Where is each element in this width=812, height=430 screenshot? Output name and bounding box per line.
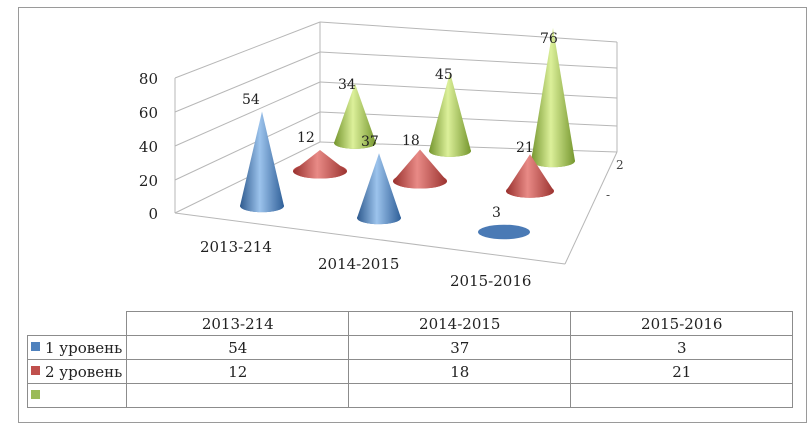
- legend-entry: 1 уровень: [26, 335, 128, 360]
- table-row: 1 уровень 54 37 3: [26, 335, 794, 360]
- table-cell: 18: [348, 359, 572, 384]
- legend-entry: 2 уровень: [26, 359, 128, 384]
- y-tick-label: 40: [138, 138, 158, 156]
- cone-mark: [334, 83, 376, 149]
- category-label: 2014-2015: [318, 255, 400, 273]
- table-cell: 12: [126, 359, 350, 384]
- y-tick-label: 80: [138, 70, 158, 88]
- cone-body: [240, 111, 284, 213]
- cone-body: [429, 72, 471, 157]
- depth-tick-label: -: [606, 188, 611, 202]
- y-tick-label: 20: [138, 172, 158, 190]
- table-row: [26, 383, 794, 408]
- table-cell: 54: [126, 335, 350, 360]
- y-tick-label: 0: [148, 205, 158, 223]
- cone-base: [478, 224, 530, 240]
- table-cell: [348, 383, 572, 408]
- cone-mark: [531, 28, 575, 168]
- table-header-cell: 2015-2016: [570, 311, 794, 336]
- cone-mark: [357, 153, 401, 225]
- category-label: 2015-2016: [450, 272, 532, 290]
- data-label: 34: [338, 77, 356, 93]
- data-label: 76: [540, 31, 558, 47]
- cone-body: [293, 150, 347, 179]
- table-header-row: 2013-214 2014-2015 2015-2016: [27, 311, 794, 336]
- cone-mark: [506, 154, 554, 198]
- cone-series: [240, 28, 575, 240]
- table-cell: [570, 383, 794, 408]
- cone-body: [531, 28, 575, 168]
- data-label: 45: [435, 67, 453, 83]
- cone-mark: [393, 149, 447, 189]
- table-corner: [27, 311, 128, 336]
- data-label: 37: [361, 134, 379, 150]
- y-tick-label: 60: [138, 104, 158, 122]
- table-cell: [126, 383, 350, 408]
- legend-entry: [26, 383, 128, 408]
- legend-label: 2 уровень: [45, 362, 123, 381]
- category-label: 2013-214: [200, 238, 272, 256]
- cone-mark: [240, 111, 284, 213]
- cone-body: [357, 153, 401, 225]
- cone-mark: [429, 72, 471, 157]
- table-header-cell: 2013-214: [126, 311, 350, 336]
- cone-body: [393, 149, 447, 189]
- data-label: 18: [402, 133, 420, 149]
- data-label: 3: [492, 205, 501, 221]
- cone-mark: [293, 150, 347, 179]
- data-label: 12: [297, 130, 315, 146]
- table-cell: 37: [348, 335, 572, 360]
- cone-mark: [478, 224, 530, 240]
- cone-body: [334, 83, 376, 149]
- legend-label: 1 уровень: [45, 338, 123, 357]
- data-label: 21: [516, 140, 534, 156]
- table-row: 2 уровень 12 18 21: [26, 359, 794, 384]
- depth-tick-label: 2: [616, 158, 624, 172]
- table-header-cell: 2014-2015: [348, 311, 572, 336]
- legend-swatch: [31, 390, 40, 399]
- cone-body: [506, 154, 554, 198]
- table-cell: 3: [570, 335, 794, 360]
- data-table: 2013-214 2014-2015 2015-2016 1 уровень 5…: [26, 311, 794, 408]
- legend-swatch: [31, 342, 40, 351]
- data-label: 54: [242, 92, 260, 108]
- legend-swatch: [31, 366, 40, 375]
- table-cell: 21: [570, 359, 794, 384]
